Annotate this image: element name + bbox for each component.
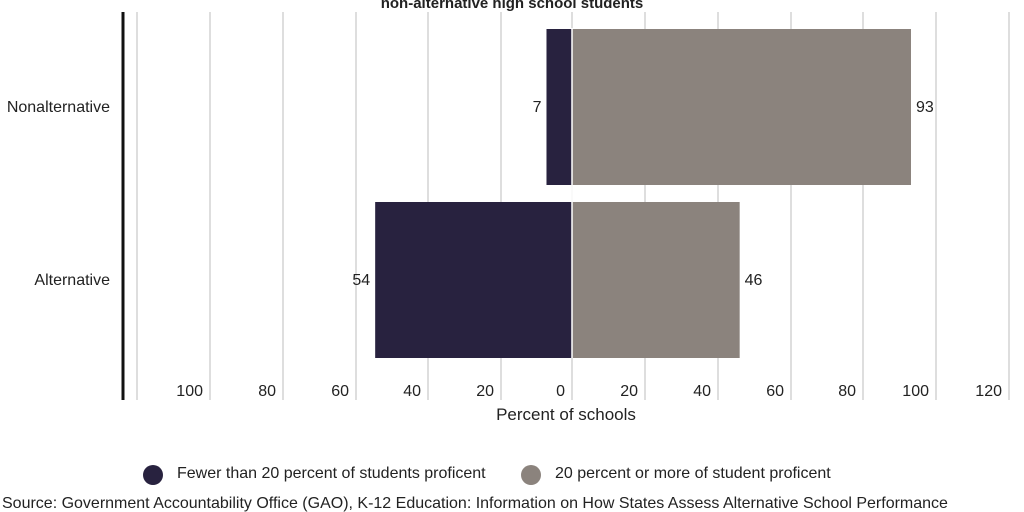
bars — [375, 28, 911, 358]
legend-label: 20 percent or more of student proficent — [555, 465, 831, 482]
x-tick-label: 0 — [556, 383, 565, 400]
x-tick-label: 60 — [766, 383, 784, 400]
legend-swatch — [143, 465, 163, 485]
x-axis-ticks: 100 80 60 40 20 0 20 40 60 80 100 120 — [176, 383, 1002, 400]
x-tick-label: 80 — [838, 383, 856, 400]
x-tick-label: 60 — [331, 383, 349, 400]
x-tick-label: 100 — [902, 383, 929, 400]
x-tick-label: 40 — [403, 383, 421, 400]
category-label: Nonalternative — [7, 99, 110, 116]
bar-20-or-more — [572, 202, 740, 358]
bar-fewer-than-20 — [375, 202, 572, 358]
data-label: 7 — [533, 99, 542, 116]
legend-label: Fewer than 20 percent of students profic… — [177, 465, 486, 482]
category-label: Alternative — [34, 272, 110, 289]
bar-fewer-than-20 — [546, 29, 572, 185]
legend-swatch — [521, 465, 541, 485]
legend: Fewer than 20 percent of students profic… — [143, 465, 831, 485]
chart-title: non-alternative high school students — [381, 0, 644, 12]
bar-20-or-more — [572, 29, 911, 185]
x-tick-label: 120 — [975, 383, 1002, 400]
x-tick-label: 80 — [258, 383, 276, 400]
value-labels: 7 93 54 46 — [352, 99, 934, 289]
x-axis-title: Percent of schools — [496, 405, 636, 424]
x-tick-label: 40 — [693, 383, 711, 400]
category-labels: Nonalternative Alternative — [7, 99, 110, 289]
data-label: 93 — [916, 99, 934, 116]
data-label: 54 — [352, 272, 370, 289]
source-note: Source: Government Accountability Office… — [2, 495, 948, 512]
x-tick-label: 20 — [476, 383, 494, 400]
x-tick-label: 100 — [176, 383, 203, 400]
x-tick-label: 20 — [620, 383, 638, 400]
data-label: 46 — [745, 272, 763, 289]
